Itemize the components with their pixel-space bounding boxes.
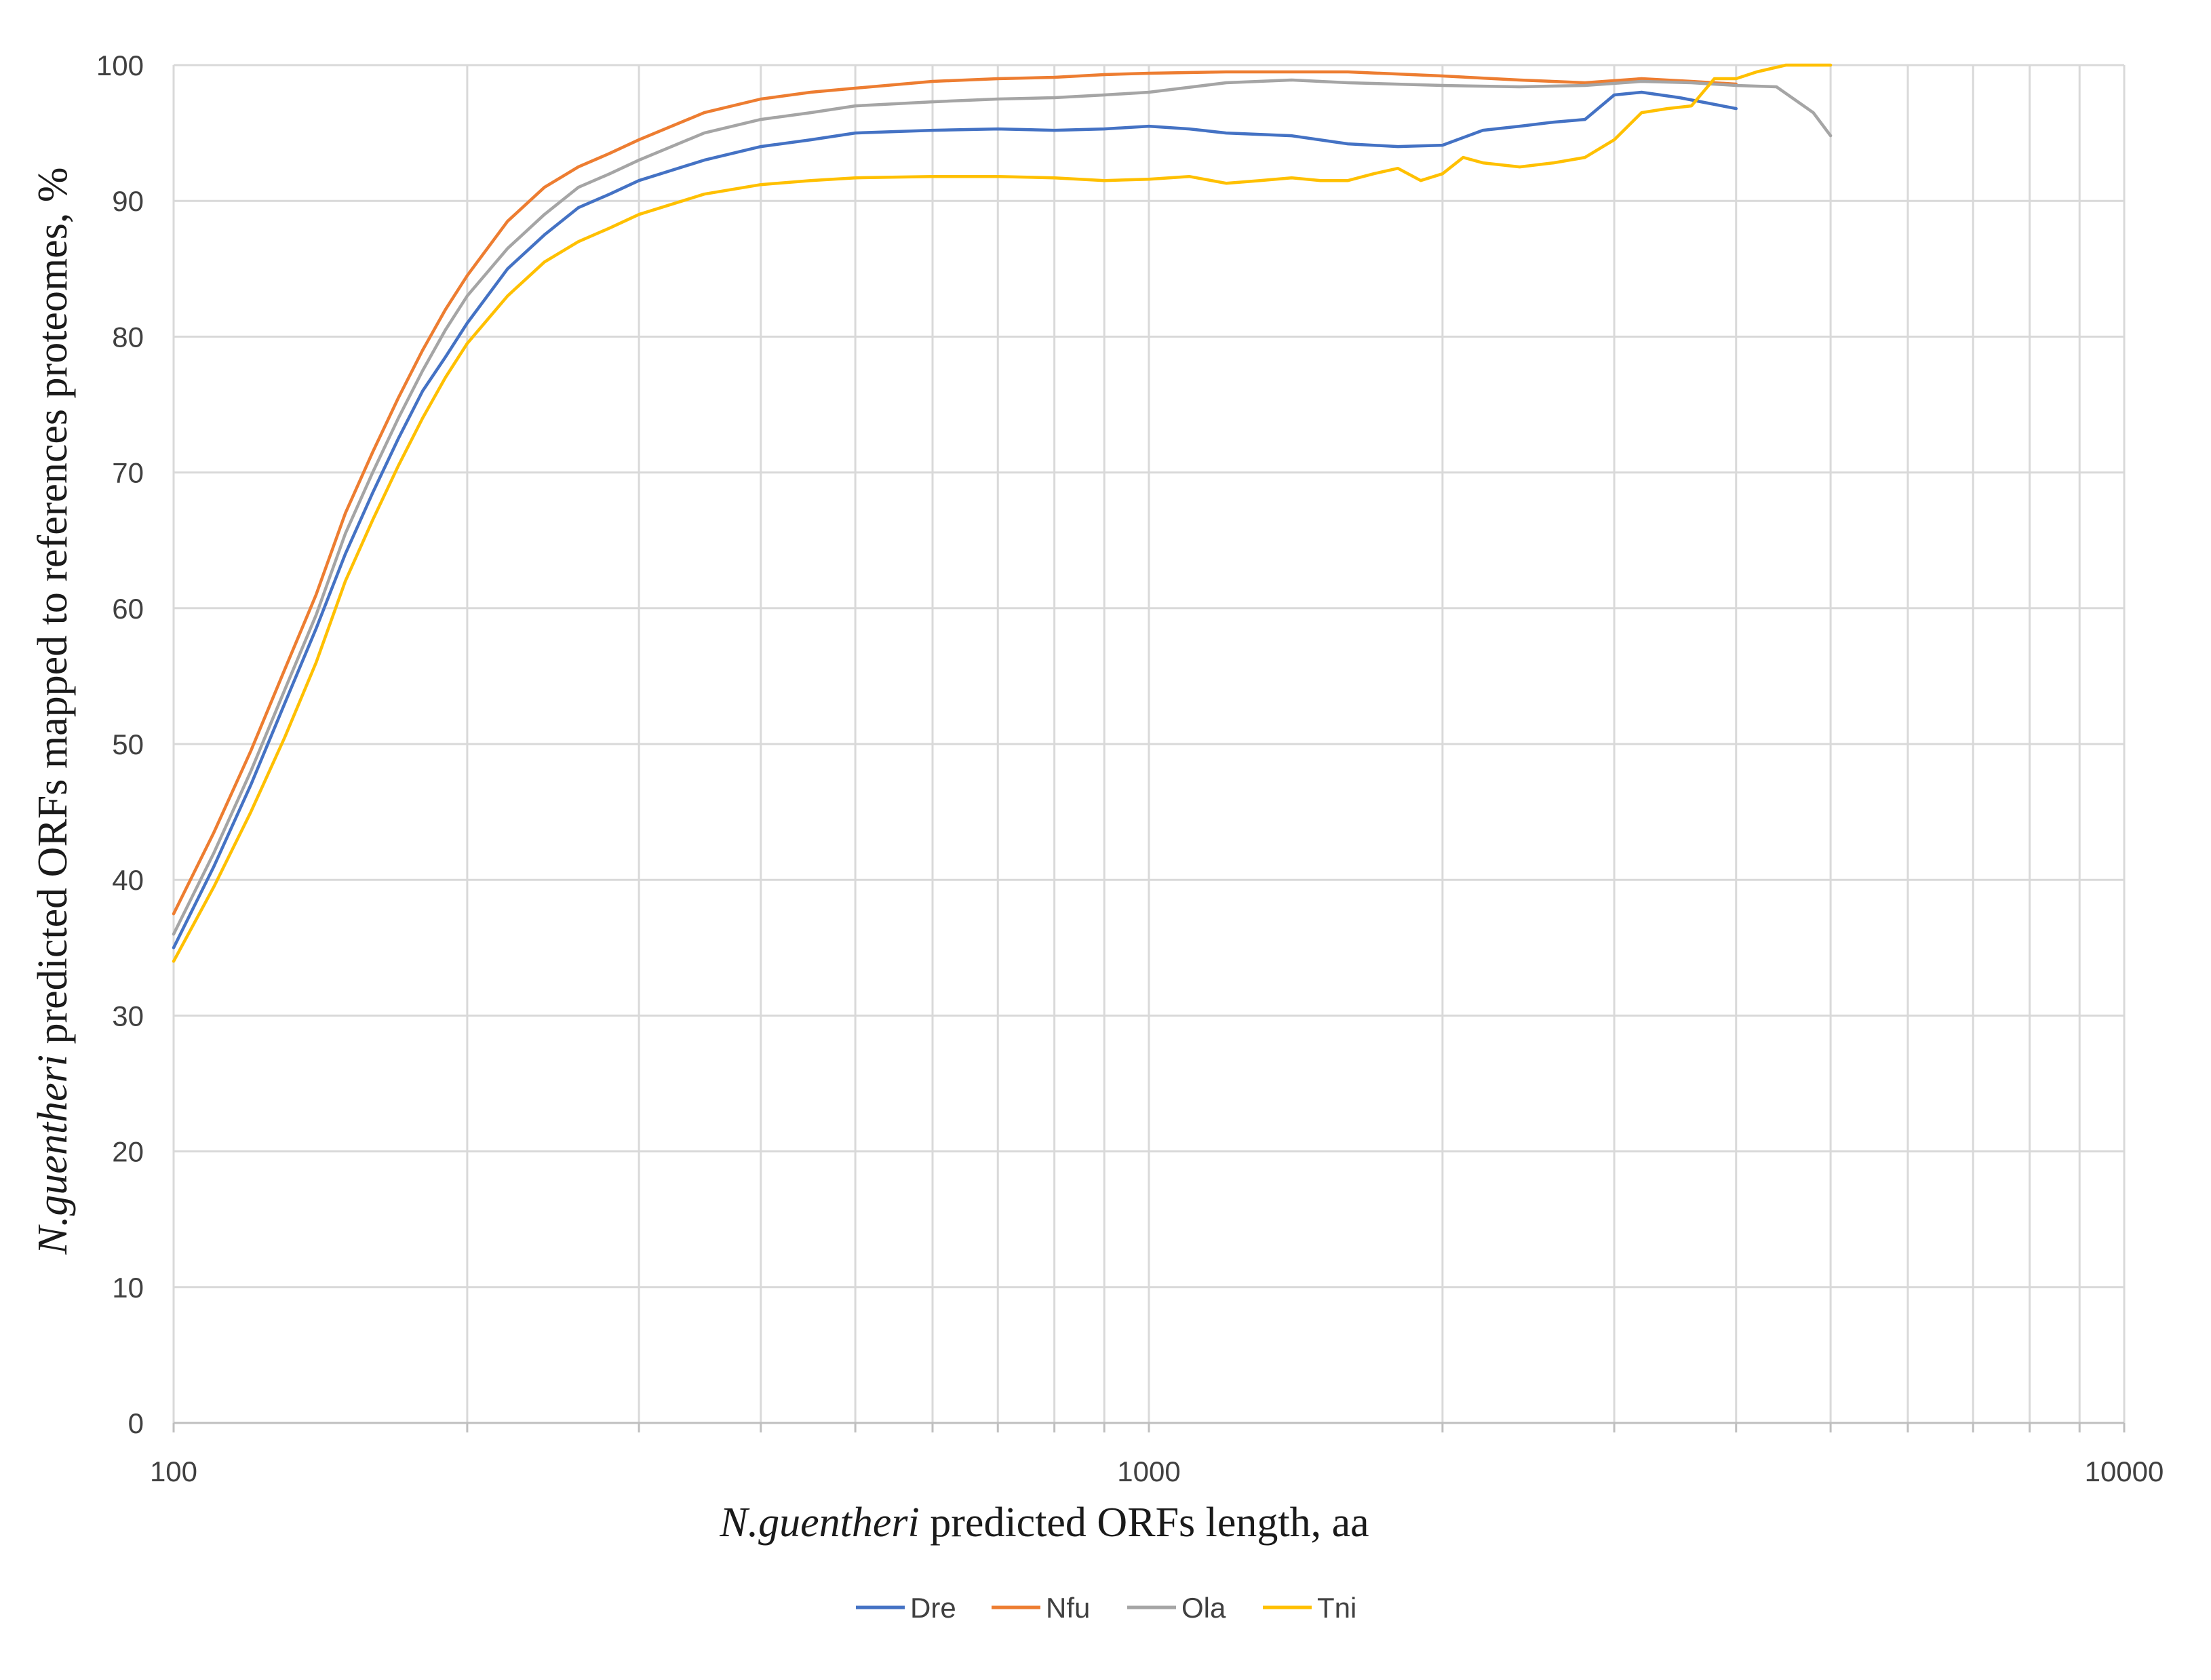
legend-label: Dre: [910, 1592, 956, 1624]
plot-area-series: [172, 63, 1833, 963]
legend-item-tni: Tni: [1263, 1592, 1356, 1624]
series-line-dre: [172, 90, 1738, 950]
x-tick-label: 100: [150, 1456, 197, 1487]
y-tick-label: 10: [112, 1272, 144, 1304]
y-tick-label: 60: [112, 593, 144, 625]
legend-label: Nfu: [1046, 1592, 1090, 1624]
legend-item-dre: Dre: [856, 1592, 956, 1624]
y-axis-title-species: N.guentheri: [30, 1055, 76, 1255]
y-tick-label: 30: [112, 1000, 144, 1032]
y-tick-label: 90: [112, 185, 144, 217]
x-tick-label: 1000: [1117, 1456, 1180, 1487]
x-tick-label: 10000: [2085, 1456, 2164, 1487]
y-tick-label: 0: [128, 1407, 144, 1439]
x-axis-title-text: predicted ORFs length, aa: [920, 1500, 1369, 1546]
series-line-tni: [172, 63, 1833, 963]
legend-item-ola: Ola: [1127, 1592, 1226, 1624]
legend-label: Ola: [1181, 1592, 1226, 1624]
y-tick-label: 70: [112, 457, 144, 489]
series-line-nfu: [172, 70, 1738, 916]
legend: Dre Nfu Ola Tni: [856, 1592, 1356, 1624]
y-axis-title: N.guentheri predicted ORFs mapped to ref…: [30, 168, 76, 1255]
y-axis-title-text: predicted ORFs mapped to references prot…: [30, 168, 76, 1055]
x-axis-tick-labels: 100 1000 10000: [150, 1456, 2164, 1487]
gridlines: [172, 64, 2126, 1432]
legend-item-nfu: Nfu: [992, 1592, 1090, 1624]
legend-label: Tni: [1317, 1592, 1356, 1624]
y-axis-tick-labels: 0 10 20 30 40 50 60 70 80 90 100: [96, 50, 144, 1439]
x-axis-title: N.guentheri predicted ORFs length, aa: [719, 1500, 1369, 1546]
y-tick-label: 100: [96, 50, 144, 81]
x-axis-title-species: N.guentheri: [719, 1500, 919, 1546]
series-line-ola: [172, 78, 1833, 936]
y-tick-label: 80: [112, 321, 144, 353]
y-tick-label: 20: [112, 1136, 144, 1168]
y-tick-label: 50: [112, 728, 144, 760]
y-tick-label: 40: [112, 864, 144, 896]
